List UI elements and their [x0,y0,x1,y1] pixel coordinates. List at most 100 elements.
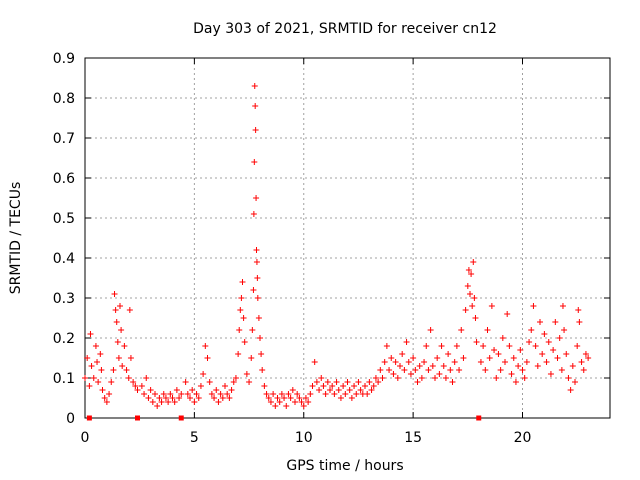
data-point [558,367,565,373]
data-point [495,351,502,357]
data-point [534,363,541,369]
data-point [258,351,265,357]
data-point [238,295,245,301]
data-point [106,391,113,397]
data-point [250,287,257,293]
data-point [355,379,362,385]
data-point [410,355,417,361]
data-point [241,339,248,345]
x-tick-label: 15 [404,430,422,446]
data-point [547,371,554,377]
data-point [169,395,176,401]
data-point [429,363,436,369]
data-point [539,351,546,357]
data-point [189,387,196,393]
data-point [121,343,128,349]
data-point [403,339,410,345]
data-point [211,395,218,401]
gap-marker [476,415,482,421]
data-point [232,375,239,381]
data-point [313,379,320,385]
data-point [499,335,506,341]
y-tick-label: 0 [66,411,75,427]
data-point [252,103,259,109]
data-point [246,379,253,385]
data-point [178,391,185,397]
data-point [510,355,517,361]
data-point [160,391,167,397]
data-point [294,391,301,397]
data-point [537,319,543,325]
data-point [545,339,552,345]
x-tick-label: 10 [295,430,313,446]
data-point [392,359,399,365]
data-point [484,327,491,333]
data-point [567,387,574,393]
x-tick-label: 5 [190,430,199,446]
data-point [436,371,443,377]
data-point [236,327,243,333]
data-point [327,387,333,393]
data-point [263,391,270,397]
data-point [307,391,314,397]
data-point [154,403,161,409]
data-points [82,83,592,409]
data-point [217,391,224,397]
data-point [251,159,258,165]
data-point [257,335,263,341]
data-point [372,375,379,381]
data-point [333,379,340,385]
data-point [162,395,169,401]
data-point [117,303,123,309]
data-point [438,343,445,349]
data-point [296,395,303,401]
data-point [265,395,272,401]
data-point [171,399,178,405]
data-point [366,379,373,385]
data-point [375,379,382,385]
y-tick-label: 0.2 [53,331,75,347]
data-point [252,127,259,133]
data-point [381,359,388,365]
data-point [493,375,500,381]
data-point [158,399,165,405]
data-point [195,395,202,401]
data-point [379,375,386,381]
data-point [176,395,183,401]
gap-markers [86,415,482,421]
data-point [182,379,189,385]
data-point [447,367,454,373]
data-point [465,267,472,273]
data-point [173,387,180,393]
data-point [576,319,583,325]
data-point [401,367,408,373]
data-point [416,363,423,369]
y-tick-label: 0.3 [53,291,75,307]
data-point [412,367,419,373]
data-point [458,327,465,333]
gap-marker [135,415,140,421]
data-point [112,307,119,313]
data-point [519,367,526,373]
data-point [253,247,260,253]
data-point [222,383,228,389]
data-point [97,351,104,357]
data-point [331,391,338,397]
data-point [462,307,469,313]
data-point [143,375,150,381]
data-point [414,379,421,385]
data-point [191,399,198,405]
data-point [82,375,88,381]
data-point [99,387,106,393]
data-point [329,383,336,389]
data-point [213,387,220,393]
data-point [248,355,255,361]
x-tick-label: 0 [81,430,90,446]
data-point [477,359,484,365]
data-point [515,363,522,369]
data-point [193,391,200,397]
data-point [197,383,204,389]
y-tick-label: 0.4 [53,251,75,267]
data-point [274,395,281,401]
data-point [335,387,342,393]
